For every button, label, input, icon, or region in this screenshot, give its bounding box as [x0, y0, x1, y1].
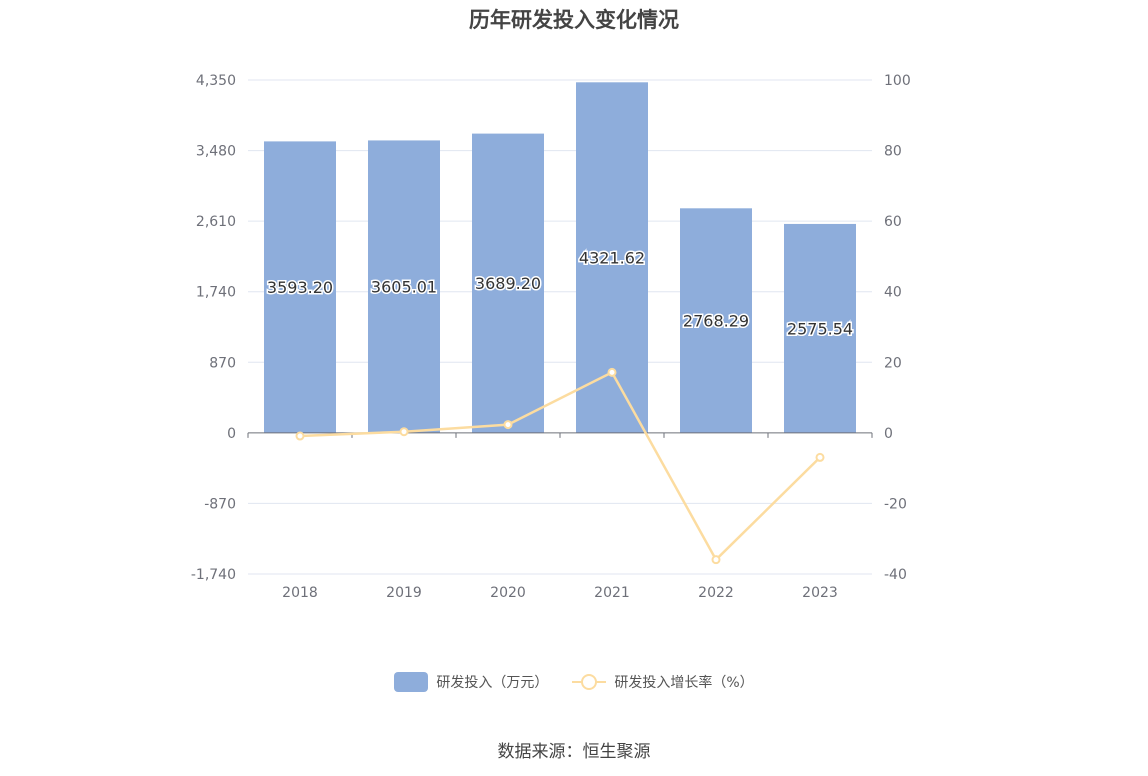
legend-item-growth-rate[interactable]: 研发投入增长率（%）	[572, 672, 754, 692]
legend-item-rd-investment[interactable]: 研发投入（万元）	[394, 672, 548, 692]
y-left-tick-label: -870	[204, 496, 236, 512]
y-left-tick-label: 2,610	[196, 214, 236, 230]
y-right-tick-label: -40	[884, 567, 907, 583]
chart-title: 历年研发投入变化情况	[469, 8, 679, 32]
point-growth-rate[interactable]	[503, 420, 513, 430]
line-growth-rate	[299, 370, 821, 562]
bar-value-label: 2768.29	[683, 312, 749, 331]
x-tick-label: 2020	[490, 585, 526, 601]
y-left-tick-label: 0	[227, 426, 236, 442]
y-right-tick-label: 20	[884, 355, 902, 371]
bar-rd-investment[interactable]	[368, 140, 440, 433]
bar-value-label: 3605.01	[371, 278, 437, 297]
legend-label-rd-investment: 研发投入（万元）	[436, 675, 549, 691]
bar-rd-investment[interactable]	[472, 133, 544, 433]
bar-value-label: 3593.20	[267, 278, 333, 297]
y-left-tick-label: 1,740	[196, 285, 236, 301]
x-tick-label: 2022	[698, 585, 734, 601]
legend: 研发投入（万元） 研发投入增长率（%）	[0, 672, 1148, 692]
y-left-tick-label: 4,350	[196, 73, 236, 89]
y-left-tick-label: 3,480	[196, 144, 236, 160]
bar-rd-investment[interactable]	[680, 208, 752, 433]
bar-value-label: 4321.62	[579, 249, 645, 268]
bar-rd-investment[interactable]	[264, 141, 336, 433]
point-growth-rate[interactable]	[815, 452, 825, 462]
y-right-tick-label: 60	[884, 214, 902, 230]
y-right-tick-label: 100	[884, 73, 911, 89]
x-tick-label: 2018	[282, 585, 318, 601]
x-tick-label: 2021	[594, 585, 630, 601]
point-growth-rate[interactable]	[399, 427, 409, 437]
y-left-tick-label: -1,740	[191, 567, 236, 583]
y-right-tick-label: 80	[884, 144, 902, 160]
point-growth-rate[interactable]	[295, 431, 305, 441]
legend-bar-swatch	[394, 672, 429, 692]
x-tick-label: 2023	[802, 585, 838, 601]
point-growth-rate[interactable]	[607, 367, 617, 377]
point-growth-rate[interactable]	[711, 555, 721, 565]
y-right-tick-label: 0	[884, 426, 893, 442]
x-tick-label: 2019	[386, 585, 422, 601]
bar-value-label: 2575.54	[787, 319, 853, 338]
bar-rd-investment[interactable]	[784, 223, 856, 433]
legend-label-growth-rate: 研发投入增长率（%）	[614, 675, 754, 691]
y-right-tick-label: 40	[884, 285, 902, 301]
y-right-tick-label: -20	[884, 496, 907, 512]
data-source-note: 数据来源：恒生聚源	[497, 742, 651, 762]
legend-line-swatch	[572, 672, 607, 692]
y-left-tick-label: 870	[209, 355, 236, 371]
bar-value-label: 3689.20	[475, 274, 541, 293]
